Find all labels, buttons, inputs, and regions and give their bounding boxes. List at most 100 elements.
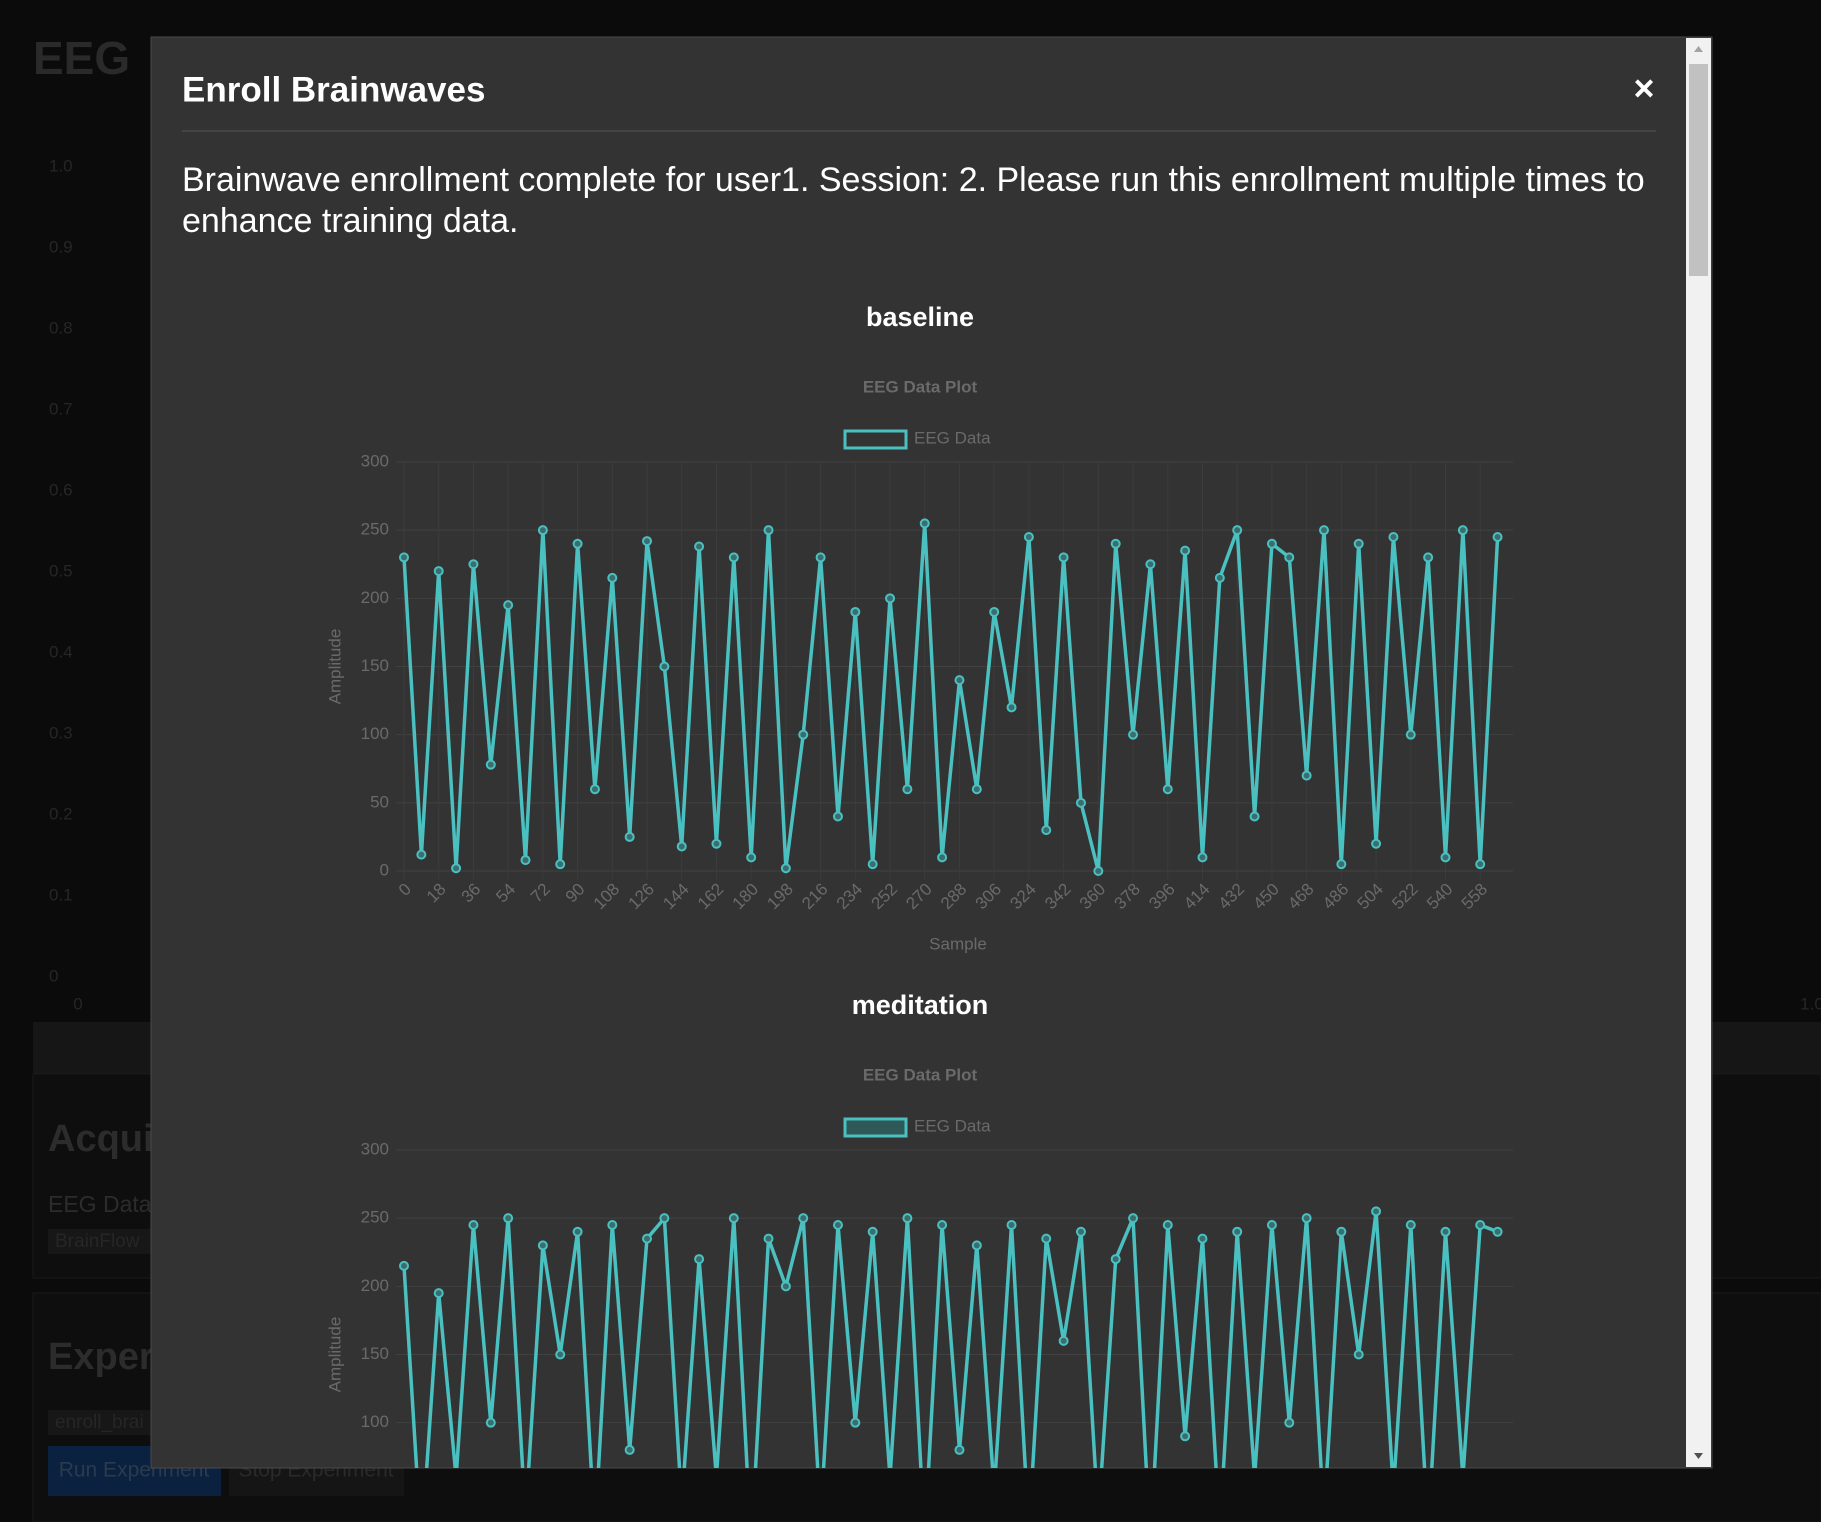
x-tick-label: 1.0	[1800, 994, 1821, 1013]
y-tick-label: 0.2	[49, 804, 73, 823]
data-point	[954, 1444, 965, 1455]
data-point	[607, 1219, 618, 1230]
y-tick-label: 0.3	[49, 723, 73, 742]
data-point	[399, 1260, 409, 1271]
y-tick-label: 0	[49, 966, 58, 985]
data-point	[1371, 1206, 1382, 1217]
data-point	[1459, 1473, 1467, 1481]
data-point	[971, 1240, 982, 1251]
y-tick-label: 0.6	[49, 480, 73, 499]
scroll-up[interactable]	[1694, 46, 1703, 52]
y-tick-label: 150	[361, 656, 389, 675]
data-point	[919, 518, 930, 529]
y-tick-label: 0.5	[49, 561, 73, 580]
y-tick-label: 0.9	[49, 237, 73, 256]
data-point	[503, 1213, 514, 1224]
data-point	[815, 552, 826, 563]
chart-title: EEG Data Plot	[863, 1065, 978, 1084]
badge	[48, 1229, 152, 1254]
data-line	[402, 521, 1500, 873]
y-axis-label: Amplitude	[325, 629, 344, 705]
data-point	[468, 1219, 479, 1230]
data-point	[850, 606, 861, 617]
data-point	[676, 841, 687, 852]
data-point	[1162, 1219, 1173, 1230]
data-point	[1128, 729, 1139, 740]
legend-label: EEG Data	[914, 428, 991, 447]
data-point	[763, 1233, 774, 1244]
y-tick-label: 250	[361, 520, 389, 539]
data-point	[659, 1213, 670, 1224]
legend-label: EEG Data	[914, 1116, 991, 1135]
data-point	[1058, 1335, 1069, 1346]
chart-heading: meditation	[852, 990, 989, 1020]
data-point	[433, 566, 444, 577]
data-point	[712, 1473, 720, 1481]
data-point	[624, 1444, 635, 1455]
data-point	[607, 572, 618, 583]
data-point	[1266, 1219, 1277, 1230]
y-tick-label: 1.0	[49, 156, 73, 175]
badge-text: enroll_brai	[55, 1412, 144, 1433]
y-tick-label: 100	[361, 1412, 389, 1431]
section-heading: Exper	[48, 1336, 154, 1378]
data-point	[485, 1417, 496, 1428]
data-point	[902, 1213, 913, 1224]
close-button[interactable]: ×	[1633, 68, 1654, 109]
y-tick-label: 250	[361, 1208, 389, 1227]
data-point	[433, 1288, 444, 1299]
legend-swatch	[843, 429, 908, 450]
page-heading: EEG	[33, 32, 130, 84]
data-point	[522, 1514, 530, 1522]
scrollbar-track[interactable]	[1686, 38, 1711, 1467]
data-point	[1388, 531, 1399, 542]
scrollbar-thumb[interactable]	[1689, 64, 1708, 276]
data-point	[1440, 1226, 1451, 1237]
data-point	[1180, 1431, 1191, 1442]
data-point	[1492, 1226, 1503, 1237]
y-tick-label: 0.4	[49, 642, 73, 661]
data-point	[902, 784, 913, 795]
data-point	[659, 661, 670, 672]
data-point	[1405, 729, 1416, 740]
data-point	[832, 1219, 843, 1230]
modal-title: Enroll Brainwaves	[182, 70, 485, 109]
data-point	[451, 863, 462, 874]
data-point	[1075, 1226, 1086, 1237]
y-tick-label: 200	[361, 1276, 389, 1295]
data-point	[990, 1487, 998, 1495]
chart-title: EEG Data Plot	[863, 377, 978, 396]
data-point	[850, 1417, 861, 1428]
y-tick-label: 150	[361, 1344, 389, 1363]
data-point	[1232, 1226, 1243, 1237]
data-point	[1023, 531, 1034, 542]
data-point	[572, 1226, 583, 1237]
data-point	[798, 1213, 809, 1224]
data-point	[1353, 1349, 1364, 1360]
data-point	[1041, 1233, 1052, 1244]
data-point	[572, 538, 583, 549]
data-point	[867, 1226, 878, 1237]
y-tick-label: 0.7	[49, 399, 73, 418]
y-tick-label: 50	[370, 792, 389, 811]
y-tick-label: 300	[361, 1139, 389, 1158]
data-point	[1249, 811, 1260, 822]
data-point	[555, 859, 566, 870]
data-point	[989, 606, 1000, 617]
data-point	[694, 1254, 705, 1265]
data-point	[642, 536, 653, 547]
data-point	[1251, 1473, 1259, 1481]
scroll-down[interactable]	[1694, 1453, 1703, 1459]
data-point	[1180, 545, 1191, 556]
data-point	[694, 541, 705, 552]
data-point	[954, 675, 965, 686]
data-point	[1475, 1219, 1486, 1230]
y-tick-label: 0.1	[49, 885, 73, 904]
data-point	[452, 1473, 460, 1481]
data-point	[1423, 552, 1434, 563]
data-point	[971, 784, 982, 795]
data-point	[1162, 784, 1173, 795]
data-point	[1318, 525, 1329, 536]
data-point	[1197, 1233, 1208, 1244]
